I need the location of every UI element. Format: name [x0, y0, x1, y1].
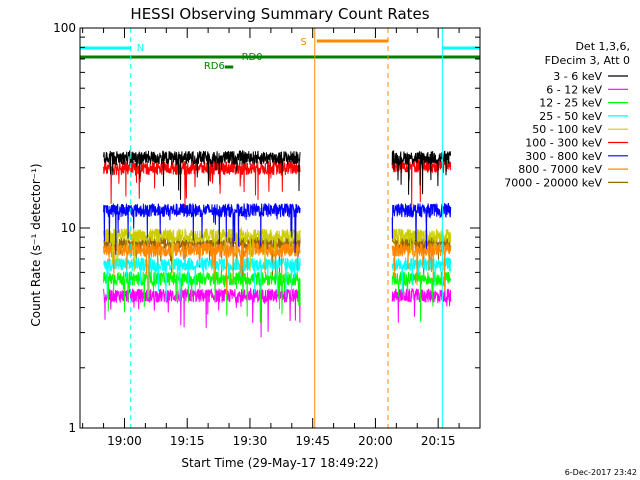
series-trace-3-segment-0	[103, 256, 301, 302]
series-trace-6-segment-1	[391, 202, 452, 249]
legend-label-7: 800 - 7000 keV	[518, 163, 602, 176]
saa-label: S	[300, 37, 306, 48]
legend-header-line-1: Det 1,3,6,	[575, 40, 630, 53]
series-trace-8-segment-0	[103, 234, 301, 285]
legend-label-8: 7000 - 20000 keV	[504, 176, 602, 189]
chart-title: HESSI Observing Summary Count Rates	[130, 5, 429, 23]
x-tick-label-2: 19:30	[233, 434, 268, 448]
legend-label-4: 50 - 100 keV	[532, 123, 602, 136]
legend-label-0: 3 - 6 keV	[553, 70, 602, 83]
series-trace-0-segment-0	[103, 149, 301, 200]
plot-layer: RD0 RD6 N S	[79, 28, 481, 428]
legend-label-3: 25 - 50 keV	[539, 110, 602, 123]
y-tick-label-2: 100	[53, 21, 76, 35]
series-trace-5-segment-0	[103, 159, 301, 208]
date-stamp: 6-Dec-2017 23:42	[565, 468, 637, 477]
rd-label-rd6: RD6	[204, 61, 225, 72]
legend-label-1: 6 - 12 keV	[546, 83, 602, 96]
series-trace-4-segment-1	[391, 228, 452, 269]
x-tick-label-1: 19:15	[170, 434, 205, 448]
legend-header-line-2: FDecim 3, Att 0	[545, 54, 630, 67]
y-axis-label: Count Rate (s⁻¹ detector⁻¹)	[29, 163, 43, 326]
series-trace-3-segment-1	[391, 257, 452, 293]
series-trace-2-segment-0	[103, 271, 301, 323]
night-label: N	[137, 43, 144, 54]
x-tick-label-3: 19:45	[295, 434, 330, 448]
y-tick-label-0: 1	[68, 421, 76, 435]
legend-label-6: 300 - 800 keV	[525, 150, 602, 163]
legend-label-2: 12 - 25 keV	[539, 97, 602, 110]
series-trace-1-segment-0	[103, 287, 301, 338]
legend-label-5: 100 - 300 keV	[525, 137, 602, 150]
x-tick-label-4: 20:00	[358, 434, 393, 448]
axes-layer: 1 10 100 19:00 19:15 19:30 19:45 20:00 20:15	[53, 21, 481, 448]
y-tick-label-1: 10	[61, 221, 76, 235]
series-trace-0-segment-1	[391, 149, 452, 195]
series-trace-6-segment-0	[103, 202, 301, 255]
series-trace-1-segment-1	[391, 288, 452, 323]
x-axis-label: Start Time (29-May-17 18:49:22)	[181, 456, 378, 470]
rd-label-rd0: RD0	[242, 52, 263, 63]
plot-frame	[79, 27, 481, 429]
series-trace-7-segment-1	[391, 241, 452, 291]
x-tick-label-5: 20:15	[421, 434, 456, 448]
series-trace-7-segment-0	[103, 241, 301, 298]
x-tick-label-0: 19:00	[107, 434, 142, 448]
